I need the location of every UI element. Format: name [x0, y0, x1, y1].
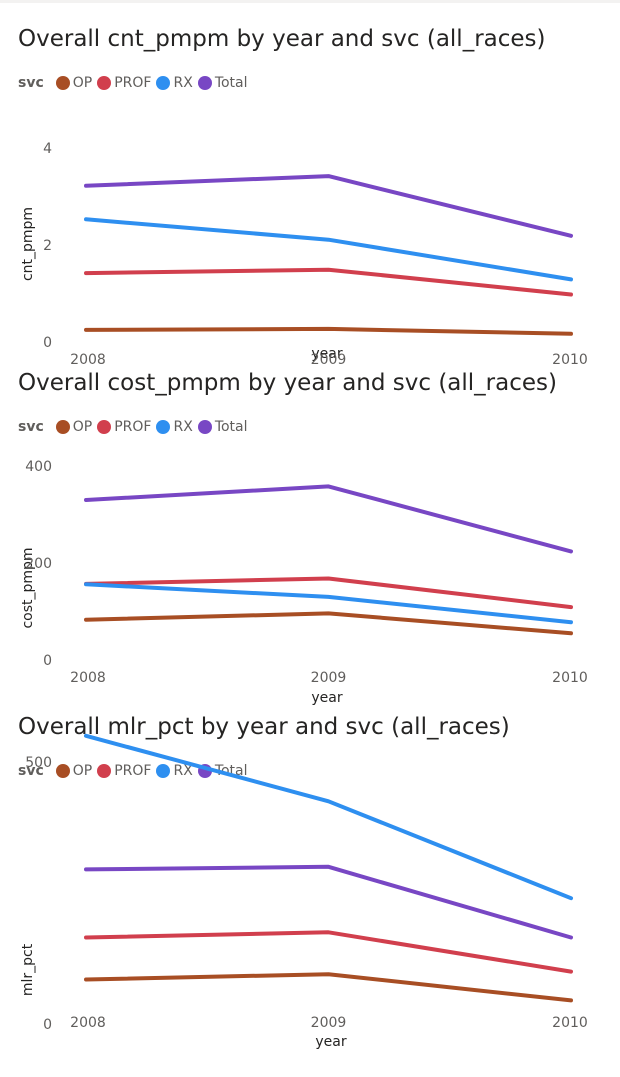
- series-line-prof[interactable]: [84, 267, 573, 297]
- series-line-prof[interactable]: [84, 576, 573, 610]
- legend-label: PROF: [114, 75, 152, 91]
- series-line-prof[interactable]: [84, 930, 573, 974]
- legend-item-prof[interactable]: PROF: [97, 75, 151, 91]
- x-axis-label: year: [311, 690, 342, 706]
- legend-title: svc: [18, 75, 44, 91]
- legend-item-total[interactable]: Total: [197, 419, 248, 435]
- y-axis-label: cost_pmpm: [20, 547, 36, 628]
- chart-cnt-pmpm: Overall cnt_pmpm by year and svc (all_ra…: [0, 26, 620, 370]
- plot-area: cnt_pmpm year 0 2 4 2008 2009 2010: [20, 141, 588, 368]
- plot-area: mlr_pct year 0 500 2008 2009 2010: [20, 733, 588, 1050]
- legend-label: PROF: [114, 419, 152, 435]
- legend-dot-icon: [97, 764, 112, 778]
- y-tick-label: 200: [25, 556, 52, 572]
- x-axis-label: year: [311, 346, 342, 362]
- series-line-rx[interactable]: [84, 217, 573, 282]
- x-tick-label-2010: 2010: [552, 1015, 588, 1031]
- legend-dot-icon: [55, 764, 70, 778]
- legend-item-op[interactable]: OP: [55, 419, 93, 435]
- x-tick-label-2008: 2008: [70, 670, 106, 686]
- legend-label: RX: [173, 75, 193, 91]
- legend-dot-icon: [97, 76, 112, 90]
- legend-label: PROF: [114, 763, 152, 779]
- series-line-op[interactable]: [84, 972, 573, 1003]
- series-line-op[interactable]: [84, 326, 573, 336]
- legend-label: RX: [173, 763, 193, 779]
- y-tick-label: 4: [43, 141, 52, 157]
- legend-item-prof[interactable]: PROF: [97, 419, 151, 435]
- legend-label: Total: [214, 763, 248, 779]
- x-tick-label-2009: 2009: [311, 1015, 347, 1031]
- legend-dot-icon: [156, 76, 171, 90]
- y-tick-label: 0: [43, 1017, 52, 1033]
- legend-label: RX: [173, 419, 193, 435]
- legend-label: Total: [214, 75, 248, 91]
- legend-item-rx[interactable]: RX: [156, 75, 193, 91]
- x-tick-label-2008: 2008: [70, 352, 106, 368]
- legend-dot-icon: [197, 76, 212, 90]
- series-line-total[interactable]: [84, 484, 573, 554]
- legend: svc OP PROF RX Total: [18, 762, 253, 780]
- legend-label: Total: [214, 419, 248, 435]
- legend-dot-icon: [197, 420, 212, 434]
- legend-label: OP: [72, 763, 93, 779]
- x-tick-label-2010: 2010: [552, 670, 588, 686]
- legend-label: OP: [72, 75, 93, 91]
- y-axis-label: cnt_pmpm: [20, 207, 36, 281]
- y-axis-label: mlr_pct: [20, 943, 36, 996]
- x-tick-label-2010: 2010: [552, 352, 588, 368]
- series-line-total[interactable]: [84, 864, 573, 940]
- chart-title: Overall cnt_pmpm by year and svc (all_ra…: [18, 26, 546, 52]
- legend: svc OP PROF RX Total: [18, 418, 253, 436]
- y-tick-label: 2: [43, 238, 52, 254]
- legend-dot-icon: [55, 420, 70, 434]
- legend-dot-icon: [156, 764, 171, 778]
- y-tick-label: 500: [25, 755, 52, 771]
- series-line-total[interactable]: [84, 174, 573, 238]
- legend-item-op[interactable]: OP: [55, 763, 93, 779]
- chart-title: Overall cost_pmpm by year and svc (all_r…: [18, 370, 557, 396]
- legend: svc OP PROF RX Total: [18, 74, 253, 92]
- series-line-rx[interactable]: [84, 733, 573, 901]
- legend-dot-icon: [55, 76, 70, 90]
- legend-label: OP: [72, 419, 93, 435]
- x-tick-label-2009: 2009: [311, 352, 347, 368]
- y-tick-label: 400: [25, 459, 52, 475]
- legend-item-prof[interactable]: PROF: [97, 763, 151, 779]
- y-tick-label: 0: [43, 335, 52, 351]
- legend-dot-icon: [97, 420, 112, 434]
- series-line-rx[interactable]: [84, 582, 573, 625]
- x-axis-label: year: [315, 1034, 346, 1050]
- x-tick-label-2008: 2008: [70, 1015, 106, 1031]
- legend-title: svc: [18, 419, 44, 435]
- chart-title: Overall mlr_pct by year and svc (all_rac…: [18, 714, 510, 740]
- legend-item-rx[interactable]: RX: [156, 419, 193, 435]
- legend-dot-icon: [156, 420, 171, 434]
- legend-item-total[interactable]: Total: [197, 75, 248, 91]
- chart-cost-pmpm: Overall cost_pmpm by year and svc (all_r…: [0, 370, 620, 714]
- x-tick-label-2009: 2009: [311, 670, 347, 686]
- series-line-op[interactable]: [84, 611, 573, 636]
- legend-title: svc: [18, 763, 44, 779]
- y-tick-label: 0: [43, 653, 52, 669]
- plot-area: cost_pmpm year 0 200 400 2008 2009 2010: [20, 459, 588, 706]
- top-divider: [0, 0, 620, 3]
- chart-mlr-pct: Overall mlr_pct by year and svc (all_rac…: [0, 714, 620, 1058]
- legend-item-op[interactable]: OP: [55, 75, 93, 91]
- legend-item-rx[interactable]: RX: [156, 763, 193, 779]
